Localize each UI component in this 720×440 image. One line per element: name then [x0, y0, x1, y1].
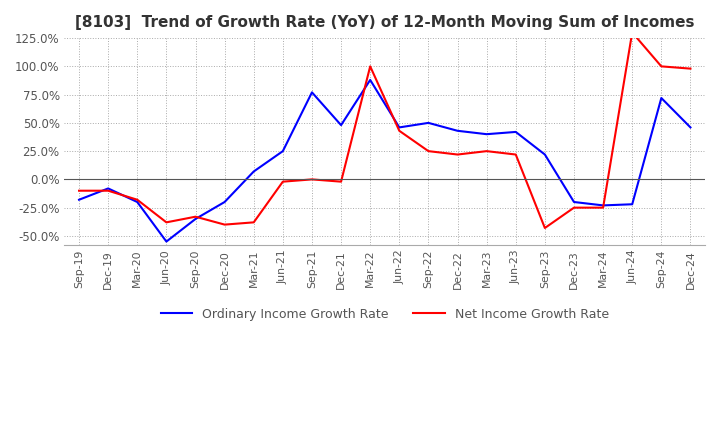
- Ordinary Income Growth Rate: [424, 120, 433, 125]
- Net Income Growth Rate: [599, 205, 608, 210]
- Line: Net Income Growth Rate: Net Income Growth Rate: [79, 33, 690, 228]
- Net Income Growth Rate: [453, 152, 462, 157]
- Ordinary Income Growth Rate: [366, 77, 374, 83]
- Ordinary Income Growth Rate: [541, 152, 549, 157]
- Net Income Growth Rate: [192, 214, 200, 219]
- Ordinary Income Growth Rate: [307, 90, 316, 95]
- Ordinary Income Growth Rate: [75, 197, 84, 202]
- Line: Ordinary Income Growth Rate: Ordinary Income Growth Rate: [79, 80, 690, 242]
- Ordinary Income Growth Rate: [511, 129, 520, 135]
- Ordinary Income Growth Rate: [686, 125, 695, 130]
- Ordinary Income Growth Rate: [220, 199, 229, 205]
- Net Income Growth Rate: [570, 205, 578, 210]
- Net Income Growth Rate: [395, 128, 404, 133]
- Ordinary Income Growth Rate: [162, 239, 171, 244]
- Net Income Growth Rate: [337, 179, 346, 184]
- Net Income Growth Rate: [162, 220, 171, 225]
- Net Income Growth Rate: [482, 149, 491, 154]
- Net Income Growth Rate: [104, 188, 112, 193]
- Ordinary Income Growth Rate: [192, 216, 200, 222]
- Ordinary Income Growth Rate: [279, 149, 287, 154]
- Net Income Growth Rate: [307, 177, 316, 182]
- Legend: Ordinary Income Growth Rate, Net Income Growth Rate: Ordinary Income Growth Rate, Net Income …: [156, 303, 614, 326]
- Net Income Growth Rate: [511, 152, 520, 157]
- Net Income Growth Rate: [220, 222, 229, 227]
- Net Income Growth Rate: [424, 149, 433, 154]
- Net Income Growth Rate: [686, 66, 695, 71]
- Ordinary Income Growth Rate: [453, 128, 462, 133]
- Ordinary Income Growth Rate: [337, 122, 346, 128]
- Net Income Growth Rate: [657, 64, 666, 69]
- Net Income Growth Rate: [628, 30, 636, 35]
- Ordinary Income Growth Rate: [249, 169, 258, 174]
- Ordinary Income Growth Rate: [104, 186, 112, 191]
- Ordinary Income Growth Rate: [133, 199, 142, 205]
- Ordinary Income Growth Rate: [628, 202, 636, 207]
- Net Income Growth Rate: [75, 188, 84, 193]
- Ordinary Income Growth Rate: [395, 125, 404, 130]
- Net Income Growth Rate: [249, 220, 258, 225]
- Ordinary Income Growth Rate: [599, 203, 608, 208]
- Ordinary Income Growth Rate: [570, 199, 578, 205]
- Ordinary Income Growth Rate: [482, 132, 491, 137]
- Title: [8103]  Trend of Growth Rate (YoY) of 12-Month Moving Sum of Incomes: [8103] Trend of Growth Rate (YoY) of 12-…: [75, 15, 695, 30]
- Ordinary Income Growth Rate: [657, 95, 666, 101]
- Net Income Growth Rate: [366, 64, 374, 69]
- Net Income Growth Rate: [133, 197, 142, 202]
- Net Income Growth Rate: [279, 179, 287, 184]
- Net Income Growth Rate: [541, 225, 549, 231]
